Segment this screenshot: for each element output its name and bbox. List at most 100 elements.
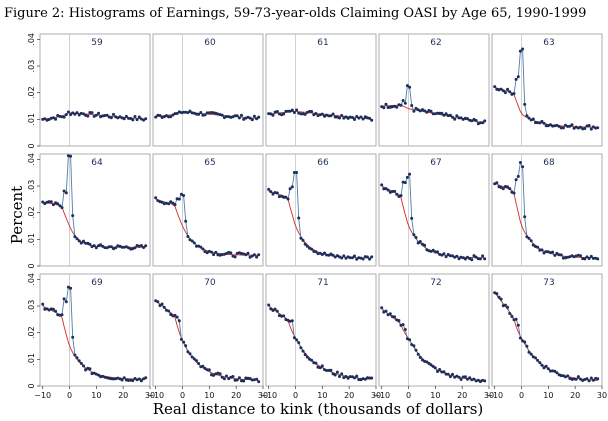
histogram-point: [203, 250, 207, 254]
histogram-point: [310, 110, 314, 113]
histogram-point: [555, 371, 559, 375]
histogram-point: [162, 305, 166, 309]
histogram-point: [252, 253, 256, 257]
x-tick-label: −10: [34, 391, 51, 400]
histogram-point: [393, 315, 397, 319]
x-tick-label: 20: [457, 391, 467, 400]
histogram-point: [508, 90, 512, 94]
histogram-point: [295, 338, 299, 342]
histogram-point: [303, 242, 307, 246]
histogram-point: [64, 113, 68, 117]
histogram-point: [282, 195, 286, 199]
histogram-point: [51, 307, 55, 311]
histogram-point: [499, 87, 503, 91]
histogram-point: [205, 368, 209, 372]
histogram-point: [235, 378, 239, 382]
panel-age-label: 61: [317, 38, 328, 48]
histogram-point: [444, 255, 448, 259]
histogram-point: [418, 109, 422, 113]
histogram-point: [344, 375, 348, 378]
histogram-point: [596, 257, 600, 261]
panel-frame: [378, 153, 490, 267]
histogram-point: [382, 187, 386, 191]
histogram-point: [139, 244, 143, 247]
histogram-point: [331, 253, 335, 257]
histogram-point: [478, 257, 482, 261]
histogram-point: [363, 377, 367, 381]
histogram-point: [69, 113, 73, 117]
histogram-point: [144, 244, 148, 248]
histogram-point: [275, 191, 279, 195]
panel-age-label: 69: [91, 278, 103, 288]
panel-age-label: 71: [317, 278, 328, 288]
histogram-point: [182, 110, 186, 114]
histogram-point: [340, 372, 344, 376]
histogram-point: [357, 378, 361, 382]
histogram-point: [320, 253, 324, 256]
histogram-point: [77, 113, 81, 117]
panel-age-label: 68: [543, 158, 555, 168]
histogram-point: [79, 361, 83, 365]
histogram-point: [144, 376, 148, 380]
histogram-point: [112, 112, 115, 116]
histogram-point: [164, 114, 168, 118]
histogram-point: [483, 379, 487, 383]
histogram-point: [544, 364, 548, 368]
histogram-point: [403, 181, 407, 185]
histogram-point: [244, 253, 248, 257]
histogram-point: [474, 255, 478, 259]
panel-72: 72 −10 0 10 20 30: [373, 273, 494, 400]
histogram-point: [73, 112, 77, 116]
histogram-point: [75, 237, 79, 241]
histogram-point: [589, 376, 593, 380]
histogram-point: [295, 171, 299, 174]
histogram-point: [531, 117, 535, 121]
histogram-point: [384, 102, 388, 106]
histogram-point: [412, 109, 416, 113]
histogram-point: [212, 253, 216, 257]
histogram-point: [248, 377, 252, 380]
histogram-point: [124, 114, 128, 118]
x-tick-label: 10: [91, 391, 101, 400]
histogram-point: [442, 370, 446, 374]
histogram-point: [355, 374, 359, 378]
panel-frame: [378, 33, 490, 147]
histogram-point: [282, 112, 286, 116]
histogram-point: [231, 375, 235, 378]
histogram-point: [412, 344, 416, 348]
histogram-point: [290, 185, 294, 189]
panel-61: 61: [265, 33, 377, 147]
histogram-point: [97, 111, 100, 115]
histogram-point: [431, 364, 435, 368]
histogram-point: [540, 248, 544, 252]
histogram-point: [47, 118, 51, 121]
histogram-point: [388, 312, 392, 316]
panel-age-label: 63: [543, 38, 554, 48]
histogram-point: [282, 314, 286, 318]
histogram-point: [199, 111, 203, 114]
histogram-point: [355, 257, 359, 261]
panel-frame: [265, 33, 377, 147]
histogram-point: [257, 115, 261, 119]
panel-age-label: 60: [204, 38, 216, 48]
histogram-point: [235, 114, 239, 118]
histogram-point: [461, 375, 465, 379]
x-tick-label: 20: [118, 391, 128, 400]
histogram-point: [229, 251, 233, 255]
histogram-point: [325, 253, 329, 257]
histogram-point: [579, 254, 582, 258]
histogram-point: [368, 257, 372, 261]
histogram-point: [43, 117, 47, 121]
x-tick-label: 20: [570, 391, 580, 400]
histogram-point: [468, 376, 472, 380]
histogram-point: [455, 254, 459, 258]
histogram-point: [175, 112, 179, 115]
histogram-point: [401, 323, 405, 327]
histogram-point: [320, 364, 324, 368]
histogram-point: [510, 315, 514, 318]
histogram-point: [370, 118, 374, 122]
histogram-point: [395, 192, 399, 196]
histogram-point: [527, 236, 531, 240]
histogram-point: [86, 114, 90, 118]
histogram-point: [290, 108, 294, 112]
